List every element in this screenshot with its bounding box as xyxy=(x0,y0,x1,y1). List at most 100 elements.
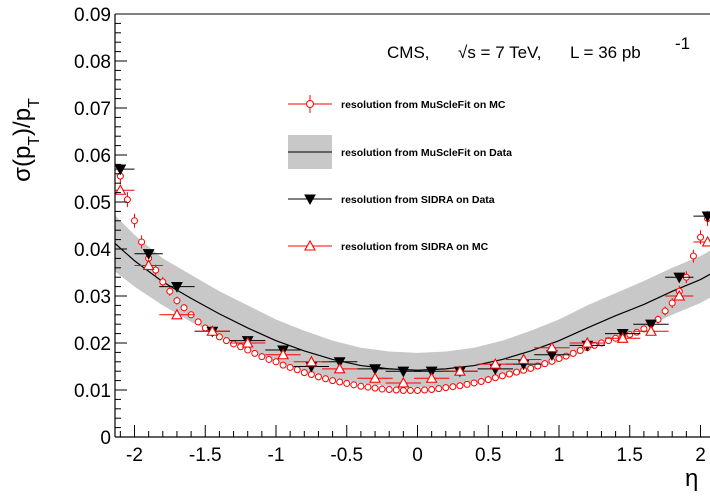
data-point xyxy=(277,348,290,360)
legend-marker xyxy=(304,194,316,206)
data-point xyxy=(701,235,710,247)
data-point xyxy=(300,369,308,377)
data-point xyxy=(251,349,259,357)
data-point xyxy=(673,272,686,284)
data-point xyxy=(115,184,127,195)
data-point xyxy=(454,365,466,376)
annotation-energy: √s = 7 TeV, xyxy=(458,43,542,62)
data-point xyxy=(442,384,450,392)
data-point xyxy=(633,328,641,336)
data-point xyxy=(286,363,294,371)
data-point xyxy=(115,164,127,176)
data-point xyxy=(369,364,381,375)
data-point xyxy=(222,337,230,345)
legend-marker xyxy=(304,239,316,251)
legend-entry-label: resolution from MuScleFit on Data xyxy=(341,147,512,159)
x-tick-label: 2 xyxy=(695,445,706,466)
data-point xyxy=(527,364,535,372)
data-point xyxy=(272,358,280,366)
data-point xyxy=(498,372,506,380)
data-point xyxy=(491,374,499,382)
data-point xyxy=(171,308,183,320)
data-point xyxy=(265,355,273,363)
data-point xyxy=(449,383,457,391)
data-point xyxy=(421,386,429,394)
data-point xyxy=(689,252,697,260)
data-point xyxy=(463,380,471,388)
annotation-lumi: L = 36 pb xyxy=(570,43,641,62)
y-tick-label: 0 xyxy=(100,428,111,449)
data-point xyxy=(640,325,648,333)
x-tick-label: 1 xyxy=(554,445,565,466)
data-point xyxy=(425,372,438,383)
data-point xyxy=(397,376,410,388)
data-point xyxy=(230,340,238,348)
x-axis-title: η xyxy=(685,465,698,492)
x-tick-label: -1.5 xyxy=(189,445,222,466)
y-axis-title-subscript-2: T xyxy=(26,98,43,108)
data-point xyxy=(371,384,379,392)
data-point xyxy=(206,325,219,336)
data-point xyxy=(336,378,344,386)
data-point xyxy=(673,289,686,301)
marker-layer xyxy=(115,164,710,394)
data-point xyxy=(244,346,252,354)
y-axis-title-subscript: T xyxy=(26,136,43,146)
data-line-layer xyxy=(115,242,710,371)
y-tick-label: 0.06 xyxy=(74,146,111,167)
uncertainty-band-layer xyxy=(115,215,710,388)
data-point xyxy=(166,287,174,295)
data-point xyxy=(562,352,570,360)
x-tick-label: -1 xyxy=(268,445,285,466)
data-point xyxy=(505,370,513,378)
y-tick-label: 0.01 xyxy=(74,381,111,402)
data-point xyxy=(517,353,530,365)
cms-annotation: CMS, √s = 7 TeV, L = 36 pb -1 xyxy=(387,34,690,62)
data-point xyxy=(131,217,138,225)
legend-entry-label: resolution from SIDRA on MC xyxy=(341,241,489,253)
legend-entry-label: resolution from SIDRA on Data xyxy=(341,194,495,206)
data-point xyxy=(142,249,155,260)
data-point xyxy=(406,386,414,394)
data-point xyxy=(456,382,464,390)
data-point xyxy=(171,282,183,293)
legend-entry-label: resolution from MuScleFit on MC xyxy=(341,99,506,111)
data-point xyxy=(329,377,337,385)
data-point xyxy=(645,319,657,331)
x-tick-label: 0 xyxy=(412,445,423,466)
x-tick-label: 0.5 xyxy=(475,445,501,466)
y-axis-title: σ(pT)/pT xyxy=(9,98,43,182)
y-tick-label: 0.03 xyxy=(74,287,111,308)
data-point xyxy=(142,259,155,271)
data-point xyxy=(293,366,301,374)
data-point xyxy=(484,376,492,384)
y-tick-label: 0.07 xyxy=(74,99,111,120)
legend-marker xyxy=(306,100,314,108)
data-point xyxy=(357,382,365,390)
data-point xyxy=(322,375,330,383)
uncertainty-band xyxy=(115,215,710,388)
data-point xyxy=(555,355,563,363)
data-point xyxy=(581,336,594,348)
data-point xyxy=(152,266,160,274)
series-line xyxy=(115,242,710,371)
data-point xyxy=(392,386,400,394)
data-point xyxy=(513,368,521,376)
axes-frame xyxy=(114,13,710,438)
annotation-experiment: CMS, xyxy=(387,43,430,62)
data-point xyxy=(428,386,436,394)
data-point xyxy=(241,336,254,348)
legend: resolution from MuScleFit on MC resolutio… xyxy=(288,95,512,253)
data-point xyxy=(279,361,287,369)
y-tick-label: 0.08 xyxy=(74,52,111,73)
data-point xyxy=(180,304,188,312)
data-point xyxy=(369,372,381,383)
data-point xyxy=(541,360,549,368)
data-point xyxy=(645,325,657,336)
y-tick-label: 0.09 xyxy=(74,5,111,26)
data-point xyxy=(350,381,358,389)
data-point xyxy=(489,358,502,369)
data-point xyxy=(364,383,372,391)
data-point xyxy=(414,386,421,394)
